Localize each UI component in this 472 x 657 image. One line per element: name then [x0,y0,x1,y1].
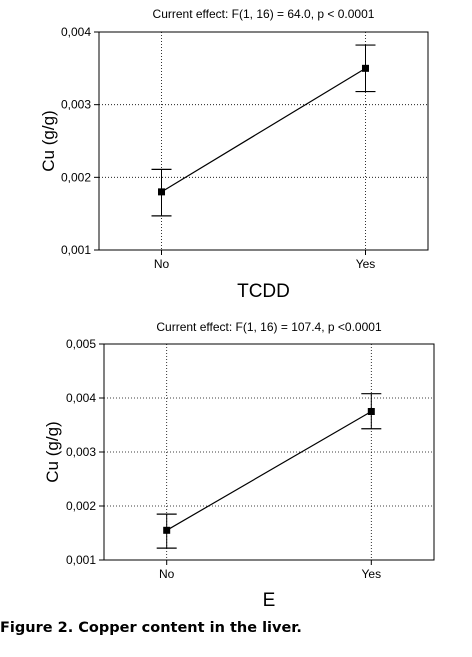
y-tick-label: 0,004 [61,25,91,39]
y-tick-label: 0,003 [61,98,91,112]
x-tick-label: Yes [356,257,376,271]
y-axis-label: Cu (g/g) [43,421,62,482]
y-tick-label: 0,001 [66,553,96,567]
y-tick-label: 0,002 [61,170,91,184]
x-tick-label: No [154,257,170,271]
y-tick-label: 0,005 [66,337,96,351]
x-tick-label: No [159,567,175,581]
data-point [361,64,369,72]
chart-title: Current effect: F(1, 16) = 107.4, p <0.0… [156,320,382,334]
y-tick-label: 0,001 [61,243,91,257]
x-tick-label: Yes [362,567,382,581]
x-axis-label: TCDD [237,281,290,302]
y-tick-label: 0,003 [66,445,96,459]
data-point [367,408,375,415]
plot-frame [103,343,435,561]
y-axis-label: Cu (g/g) [39,110,58,171]
figure: Current effect: F(1, 16) = 64.0, p < 0.0… [39,7,435,611]
data-point [158,188,166,196]
data-point [163,526,171,534]
y-tick-label: 0,004 [66,391,96,405]
plot-frame [98,31,429,251]
figure-caption: Figure 2. Copper content in the liver. [0,620,302,636]
series-line [166,410,372,531]
series-line [161,67,366,193]
chart-title: Current effect: F(1, 16) = 64.0, p < 0.0… [153,7,375,21]
x-axis-label: E [263,590,276,611]
y-tick-label: 0,002 [66,499,96,513]
